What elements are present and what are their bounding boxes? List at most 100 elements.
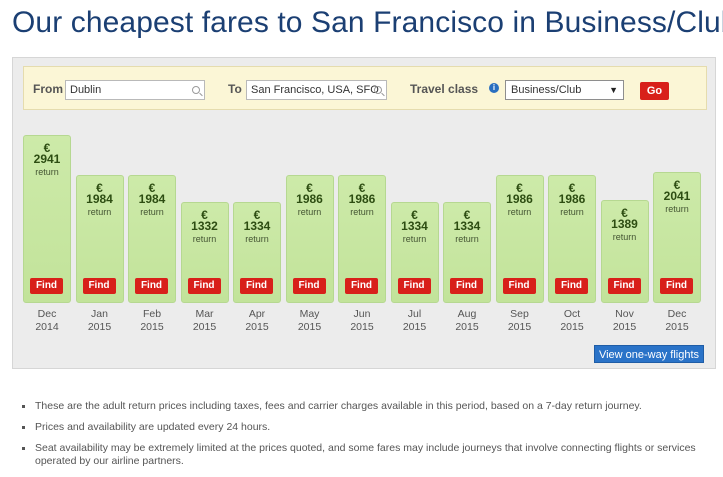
fare-calendar-panel: From Dublin To San Francisco, USA, SFO T…	[12, 57, 716, 369]
fare-price: 1986	[558, 191, 586, 206]
fare-type: return	[455, 233, 479, 244]
fare-type: return	[612, 231, 637, 242]
note-item: These are the adult return prices includ…	[22, 400, 712, 413]
currency-symbol: €	[253, 207, 261, 222]
find-button[interactable]: Find	[135, 277, 168, 294]
fare-bar[interactable]: €2941 return Find	[23, 135, 71, 303]
month-label: Jul	[407, 308, 422, 320]
from-value: Dublin	[70, 84, 102, 96]
year-label: 2015	[612, 321, 637, 333]
from-label: From	[33, 82, 63, 96]
year-label: 2015	[665, 321, 689, 333]
fare-type: return	[297, 206, 322, 217]
fare-price: 1332	[191, 219, 218, 233]
fare-price: 1984	[86, 191, 113, 206]
chevron-down-icon: ▼	[609, 85, 618, 95]
currency-symbol: €	[621, 205, 628, 220]
fare-price: 1986	[348, 191, 376, 206]
fare-bar[interactable]: €1986 return Find	[285, 174, 334, 303]
year-label: 2015	[350, 321, 374, 333]
search-icon	[374, 86, 382, 94]
view-one-way-flights-button[interactable]: View one-way flights	[594, 345, 704, 363]
fare-bar[interactable]: €1334 return Find	[443, 201, 491, 303]
from-input[interactable]: Dublin	[65, 80, 205, 100]
fare-type: return	[350, 206, 374, 217]
fare-type: return	[402, 233, 427, 244]
fare-type: return	[665, 204, 689, 215]
find-button[interactable]: Find	[555, 277, 588, 294]
fare-bar[interactable]: €1334 return Find	[233, 201, 281, 303]
month-label: Jun	[353, 308, 371, 320]
year-label: 2015	[140, 321, 164, 333]
fare-type: return	[507, 206, 532, 217]
to-value: San Francisco, USA, SFO	[251, 84, 379, 96]
find-button[interactable]: Find	[397, 277, 431, 294]
currency-symbol: €	[201, 208, 208, 222]
note-item: Seat availability may be extremely limit…	[22, 442, 712, 468]
travel-class-select[interactable]: Business/Club ▼	[505, 80, 624, 100]
find-button[interactable]: Find	[607, 277, 641, 294]
fare-bar[interactable]: €2041 return Find	[653, 172, 701, 303]
travel-class-label: Travel class	[410, 82, 479, 96]
find-button[interactable]: Find	[187, 278, 221, 294]
go-button[interactable]: Go	[640, 82, 669, 100]
page-title: Our cheapest fares to San Francisco in B…	[12, 6, 723, 39]
fare-bar[interactable]: €1986 return Find	[338, 174, 386, 303]
month-label: Dec	[667, 308, 687, 320]
to-label: To	[228, 82, 242, 96]
fare-type: return	[560, 206, 584, 217]
fare-notes: These are the adult return prices includ…	[22, 400, 712, 476]
fare-bar[interactable]: €1334 return Find	[390, 201, 439, 303]
find-button[interactable]: Find	[240, 277, 273, 294]
fare-bar[interactable]: €1332 return Find	[180, 202, 229, 303]
currency-symbol: €	[148, 180, 156, 195]
fare-type: return	[140, 206, 164, 217]
currency-symbol: €	[411, 207, 418, 222]
month-label: Apr	[248, 308, 266, 320]
year-label: 2015	[507, 321, 532, 333]
fare-type: return	[87, 206, 112, 217]
fare-type: return	[192, 234, 217, 244]
fare-bar[interactable]: €1984 return Find	[128, 174, 176, 303]
year-label: 2015	[455, 321, 479, 333]
search-bar: From Dublin To San Francisco, USA, SFO T…	[23, 66, 707, 110]
year-label: 2015	[560, 321, 584, 333]
info-icon[interactable]: i	[489, 83, 499, 93]
find-button[interactable]: Find	[292, 277, 326, 294]
fare-bar[interactable]: €1986 return Find	[548, 174, 596, 303]
year-label: 2015	[87, 321, 112, 333]
fare-bar[interactable]: €1389 return Find	[600, 199, 649, 303]
currency-symbol: €	[568, 180, 576, 195]
year-label: 2015	[402, 321, 427, 333]
find-button[interactable]: Find	[660, 277, 693, 294]
find-button[interactable]: Find	[502, 277, 536, 294]
find-button[interactable]: Find	[345, 277, 378, 294]
fare-price: 2041	[663, 189, 691, 204]
month-label: Sep	[510, 308, 529, 320]
month-label: Oct	[563, 308, 581, 320]
year-label: 2015	[192, 321, 217, 333]
month-label: Aug	[457, 308, 477, 320]
fare-price: 1986	[296, 191, 323, 206]
find-button[interactable]: Find	[450, 277, 483, 294]
month-label: Jan	[91, 308, 108, 320]
year-label: 2015	[245, 321, 269, 333]
note-item: Prices and availability are updated ever…	[22, 421, 712, 434]
year-label: 2014	[35, 321, 59, 333]
currency-symbol: €	[43, 141, 51, 155]
month-label: Feb	[142, 308, 162, 320]
to-input[interactable]: San Francisco, USA, SFO	[246, 80, 387, 100]
currency-symbol: €	[673, 178, 681, 193]
find-button[interactable]: Find	[82, 277, 116, 294]
fare-price: 2941	[33, 152, 61, 166]
fare-bar[interactable]: €1984 return Find	[75, 174, 124, 303]
fare-price: 1334	[401, 218, 428, 233]
currency-symbol: €	[463, 207, 471, 222]
currency-symbol: €	[516, 180, 523, 195]
fare-bar[interactable]: €1986 return Find	[495, 174, 544, 303]
month-label: Nov	[615, 308, 634, 320]
find-button[interactable]: Find	[30, 278, 63, 294]
fare-price: 1984	[138, 191, 166, 206]
search-icon	[192, 86, 200, 94]
fare-price: 1389	[611, 216, 638, 231]
